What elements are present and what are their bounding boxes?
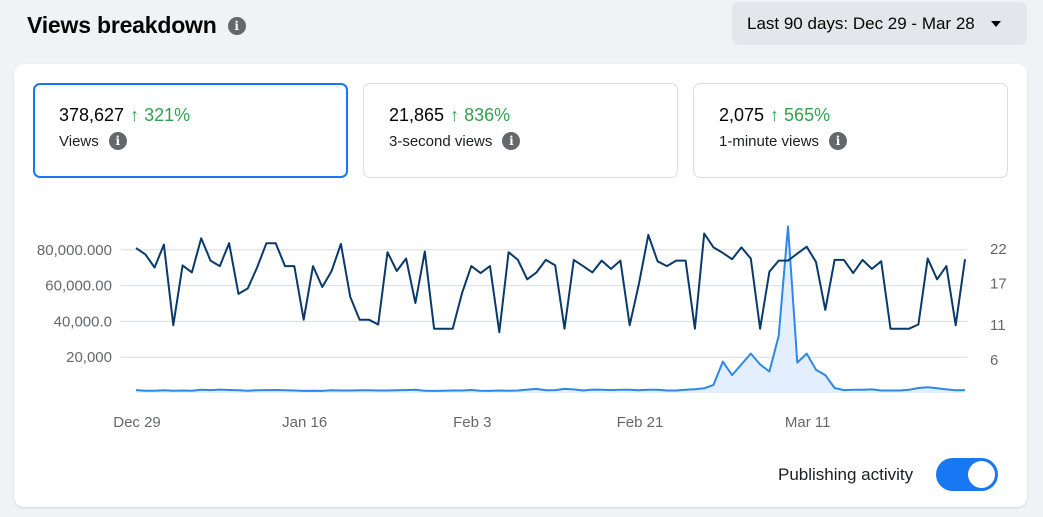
metric-change: ↑ 836% [450,105,511,125]
publishing-activity-control: Publishing activity [778,458,999,491]
right-axis-tick-label: 17 [990,276,1007,293]
metric-change: ↑ 565% [770,105,831,125]
left-axis-tick-label: 20,000 [66,349,112,366]
metric-value: 21,865 [389,105,445,125]
x-axis-tick-label: Jan 16 [282,414,327,431]
metric-change: ↑ 321% [130,105,191,125]
views-line-chart: 20,000 40,000.0 60,000.00 80,000.000 6 11 17 22… [37,225,1007,431]
views-breakdown-card: 378,627 ↑ 321% Views i 21,865 ↑ 836% 3-s… [14,64,1027,507]
x-axis-tick-label: Feb 21 [617,414,664,431]
info-icon[interactable]: i [829,132,848,150]
metric-value: 378,627 [59,105,125,125]
info-icon[interactable]: i [227,17,246,35]
left-axis-tick-label: 60,000.00 [45,278,112,295]
metric-value: 2,075 [719,105,765,125]
metric-label: 3-second views [389,132,493,150]
left-axis-tick-label: 40,000.0 [54,313,112,330]
toggle-knob [968,461,996,488]
publishing-activity-label: Publishing activity [778,464,914,484]
metric-label: 1-minute views [719,132,820,150]
right-axis-tick-label: 22 [990,241,1007,258]
x-axis-tick-label: Mar 11 [785,414,831,431]
page-title: Views breakdown [27,11,217,38]
publishing-activity-toggle[interactable] [936,458,999,491]
metric-card-3-second-views[interactable]: 21,865 ↑ 836% 3-second views i [363,83,678,178]
left-axis-tick-label: 80,000.000 [37,242,112,259]
date-range-label: Last 90 days: Dec 29 - Mar 28 [747,13,975,33]
metric-card-1-minute-views[interactable]: 2,075 ↑ 565% 1-minute views i [693,83,1008,178]
caret-down-icon [990,20,1001,27]
right-axis-tick-label: 11 [990,317,1006,334]
metric-card-views[interactable]: 378,627 ↑ 321% Views i [33,83,348,178]
secondary-series-area [136,226,965,393]
date-range-dropdown[interactable]: Last 90 days: Dec 29 - Mar 28 [732,2,1027,45]
x-axis-tick-label: Dec 29 [113,414,161,431]
metric-label: Views [59,132,99,150]
page-header: Views breakdown i [27,10,246,40]
secondary-series-line [135,225,966,392]
info-icon[interactable]: i [108,132,127,150]
info-icon[interactable]: i [502,132,521,150]
x-axis-tick-label: Feb 3 [453,414,491,431]
views-series-line [135,232,966,334]
right-axis-tick-label: 6 [990,352,998,369]
